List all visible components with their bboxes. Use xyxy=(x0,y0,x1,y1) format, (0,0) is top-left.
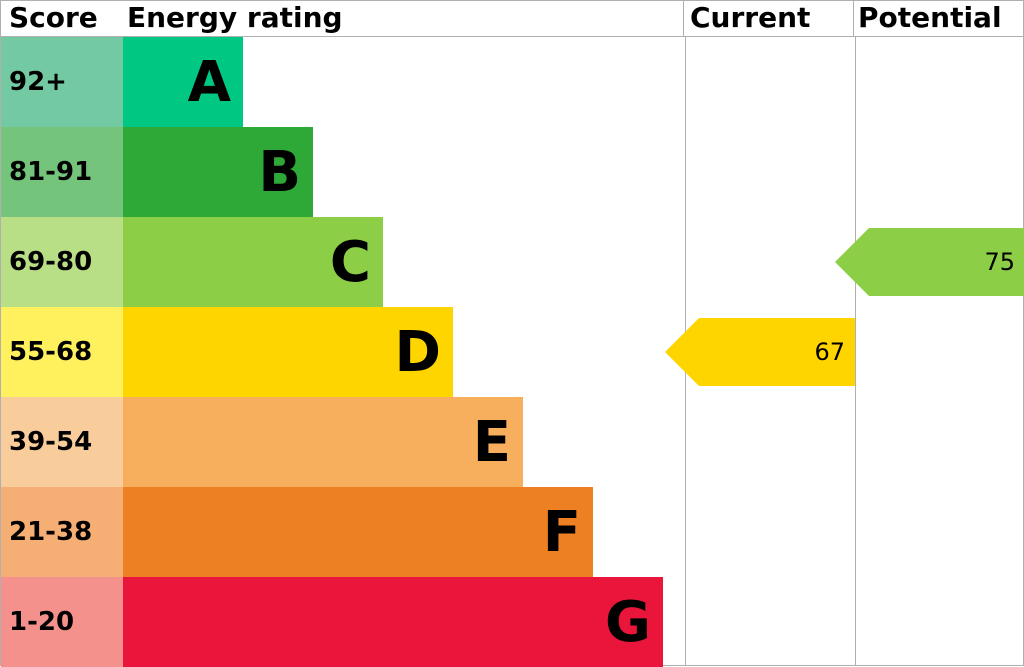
header-current: Current xyxy=(683,1,853,36)
rating-bar-e: E xyxy=(123,397,523,487)
column-divider-potential xyxy=(855,37,856,665)
header-score: Score xyxy=(1,1,123,36)
current-pointer-tip-icon xyxy=(665,318,699,386)
potential-pointer-value: 75 xyxy=(869,228,1024,296)
score-range: 69-80 xyxy=(1,217,123,307)
energy-rating-chart: Score Energy rating Current Potential 92… xyxy=(0,0,1024,666)
potential-pointer-tip-icon xyxy=(835,228,869,296)
rating-rows: 92+A81-91B69-80C55-68D39-54E21-38F1-20G xyxy=(1,37,1023,667)
rating-bar-a: A xyxy=(123,37,243,127)
header-rating: Energy rating xyxy=(123,1,683,36)
rating-row-d: 55-68D xyxy=(1,307,1023,397)
rating-bar-f: F xyxy=(123,487,593,577)
score-range: 1-20 xyxy=(1,577,123,667)
score-range: 21-38 xyxy=(1,487,123,577)
current-pointer-value: 67 xyxy=(699,318,855,386)
rating-bar-g: G xyxy=(123,577,663,667)
rating-bar-b: B xyxy=(123,127,313,217)
score-range: 81-91 xyxy=(1,127,123,217)
rating-row-a: 92+A xyxy=(1,37,1023,127)
rating-row-e: 39-54E xyxy=(1,397,1023,487)
rating-row-f: 21-38F xyxy=(1,487,1023,577)
rating-bar-c: C xyxy=(123,217,383,307)
header-potential: Potential xyxy=(853,1,1023,36)
potential-pointer: 75 xyxy=(835,228,1024,296)
score-range: 39-54 xyxy=(1,397,123,487)
rating-row-g: 1-20G xyxy=(1,577,1023,667)
rating-row-b: 81-91B xyxy=(1,127,1023,217)
header-row: Score Energy rating Current Potential xyxy=(1,1,1023,37)
score-range: 92+ xyxy=(1,37,123,127)
current-pointer: 67 xyxy=(665,318,855,386)
score-range: 55-68 xyxy=(1,307,123,397)
rating-bar-d: D xyxy=(123,307,453,397)
